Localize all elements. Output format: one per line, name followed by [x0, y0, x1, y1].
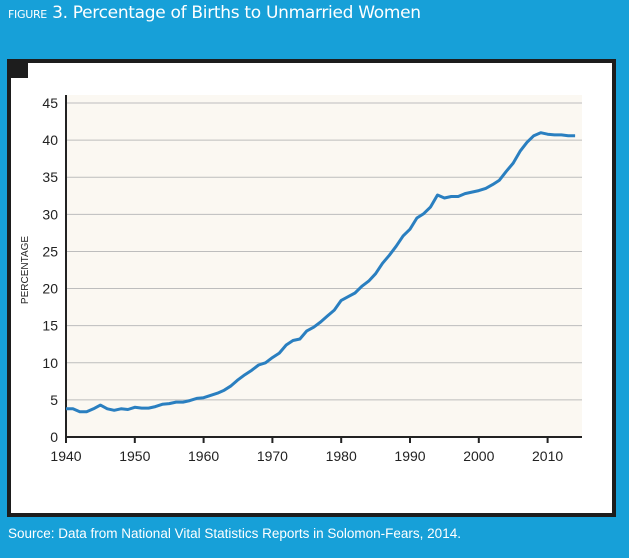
figure-number: 3. [52, 3, 68, 23]
corner-marker [7, 59, 28, 78]
x-tick-label-1940: 1940 [50, 448, 81, 464]
figure-label: FIGURE [8, 8, 47, 21]
x-tick-label-1980: 1980 [326, 448, 357, 464]
x-tick-label-1970: 1970 [257, 448, 288, 464]
x-tick-label-1960: 1960 [188, 448, 219, 464]
x-tick-label-1990: 1990 [394, 448, 425, 464]
source-note: Source: Data from National Vital Statist… [8, 526, 461, 541]
y-tick-label-35: 35 [42, 169, 58, 185]
figure-title: FIGURE 3. Percentage of Births to Unmarr… [8, 3, 421, 23]
plot-area [66, 95, 582, 437]
y-tick-label-45: 45 [42, 95, 58, 111]
x-tick-label-1950: 1950 [119, 448, 150, 464]
y-tick-label-30: 30 [42, 206, 58, 222]
x-tick-label-2010: 2010 [532, 448, 563, 464]
y-axis-label: PERCENTAGE [20, 236, 31, 304]
y-tick-label-40: 40 [42, 132, 58, 148]
x-tick-label-2000: 2000 [463, 448, 494, 464]
chart-title: Percentage of Births to Unmarried Women [72, 3, 421, 23]
y-tick-label-0: 0 [50, 429, 58, 445]
y-tick-label-10: 10 [42, 355, 58, 371]
y-tick-label-15: 15 [42, 318, 58, 334]
y-tick-label-25: 25 [42, 243, 58, 259]
y-tick-label-5: 5 [50, 392, 58, 408]
y-tick-label-20: 20 [42, 281, 58, 297]
